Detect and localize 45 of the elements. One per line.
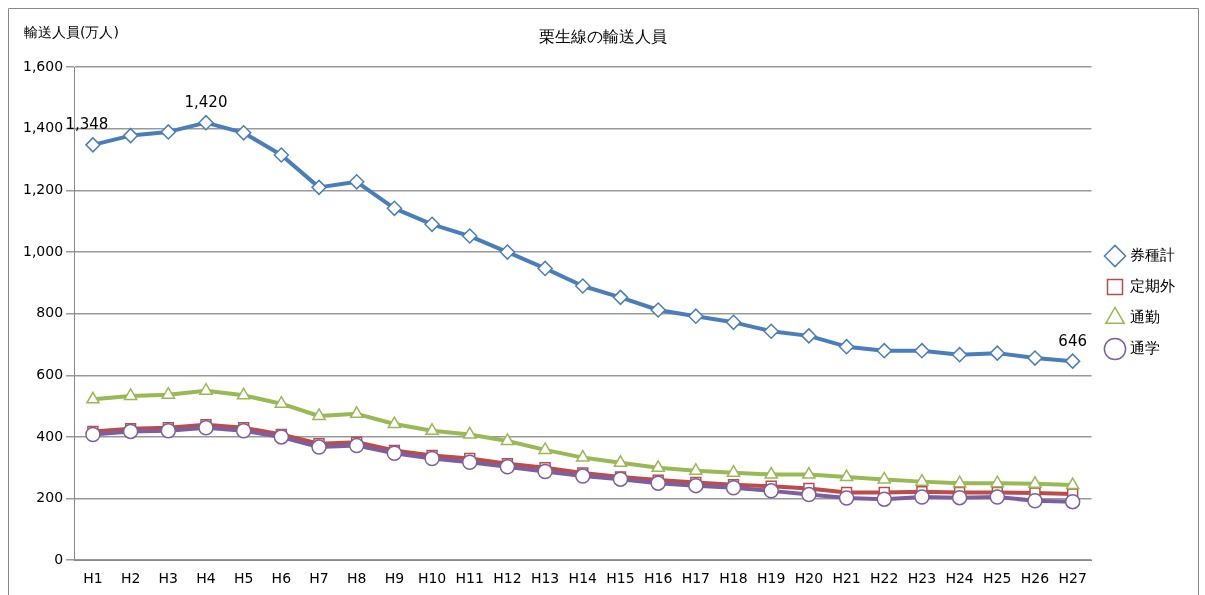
x-tick-label: H5 <box>233 570 254 587</box>
data-label: 1,420 <box>184 93 228 112</box>
x-tick-label: H13 <box>530 570 560 587</box>
x-tick-label: H7 <box>309 570 329 587</box>
y-tick-label: 1,600 <box>22 57 64 74</box>
x-tick-label: H20 <box>794 570 824 587</box>
x-tick-label: H23 <box>907 570 937 587</box>
x-tick-label: H19 <box>757 570 786 587</box>
legend-label: 通学 <box>1130 338 1160 357</box>
y-tick-label: 1,000 <box>22 242 64 259</box>
legend-label: 券種計 <box>1130 245 1175 264</box>
legend-label: 定期外 <box>1130 276 1175 295</box>
y-axis-title: 輸送人員(万人) <box>24 24 119 42</box>
x-tick-label: H14 <box>568 570 598 587</box>
x-tick-label: H24 <box>945 570 974 587</box>
y-tick-label: 0 <box>54 550 64 567</box>
y-tick-label: 400 <box>36 427 64 444</box>
x-tick-label: H27 <box>1058 570 1087 587</box>
x-tick-label: H18 <box>719 570 748 587</box>
data-label: 646 <box>1058 331 1087 350</box>
x-tick-label: H10 <box>417 570 447 587</box>
y-tick-label: 600 <box>36 365 64 382</box>
x-tick-label: H8 <box>346 570 367 587</box>
chart-title: 栗生線の輸送人員 <box>538 26 667 46</box>
data-label: 1,348 <box>65 115 109 134</box>
x-tick-label: H3 <box>158 570 178 587</box>
x-tick-label: H4 <box>196 570 216 587</box>
x-tick-label: H1 <box>83 570 103 587</box>
x-tick-label: H16 <box>643 570 673 587</box>
x-tick-label: H26 <box>1020 570 1050 587</box>
x-tick-label: H22 <box>870 570 899 587</box>
x-tick-label: H2 <box>120 570 141 587</box>
x-tick-label: H12 <box>493 570 522 587</box>
x-tick-label: H11 <box>455 570 484 587</box>
x-tick-label: H25 <box>983 570 1012 587</box>
y-tick-label: 1,200 <box>22 181 64 198</box>
x-tick-label: H21 <box>832 570 861 587</box>
x-tick-label: H9 <box>384 570 405 587</box>
x-tick-label: H6 <box>271 570 292 587</box>
x-tick-label: H15 <box>606 570 635 587</box>
legend-label: 通勤 <box>1130 307 1160 326</box>
y-tick-label: 200 <box>36 489 64 506</box>
y-tick-label: 800 <box>36 304 64 321</box>
x-tick-label: H17 <box>681 570 711 587</box>
y-tick-label: 1,400 <box>22 119 64 136</box>
